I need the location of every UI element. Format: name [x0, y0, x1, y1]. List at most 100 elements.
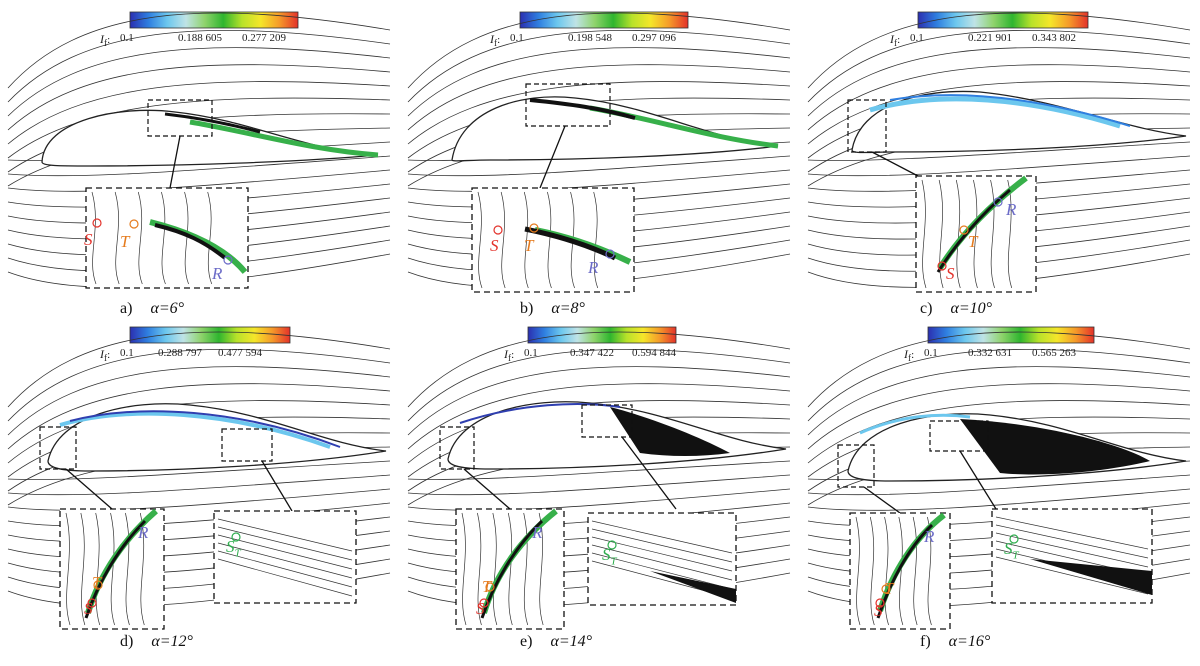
zoom-window [847, 99, 887, 153]
streamline [407, 47, 791, 117]
streamline [407, 29, 791, 103]
boundary-layer-band [459, 403, 621, 424]
zoom-inset [471, 187, 635, 293]
zoom-window [837, 444, 875, 488]
inset-streamlines [65, 512, 353, 626]
marker-st-point [1009, 534, 1019, 544]
streamline [7, 348, 391, 422]
colorbar-variable: If: [100, 32, 111, 49]
colorbar-tick-mid: 0.198 548 [568, 32, 612, 44]
zoom-connector [463, 468, 511, 510]
inset-streamline [217, 542, 353, 579]
streamline [7, 29, 391, 103]
marker-s: S [84, 230, 93, 249]
inset-streamline [995, 516, 1149, 550]
marker-s-point [493, 225, 503, 235]
inset-streamline [507, 512, 513, 626]
marker-r: R [212, 264, 223, 283]
inset-streamlines [921, 179, 1013, 289]
zoom-window-2 [581, 404, 633, 438]
panel-f-plot [807, 326, 1191, 630]
panel-d: If: 0.1 0.288 797 0.477 594 S T R ST d) α… [0, 326, 400, 666]
inset-streamline [591, 544, 733, 581]
inset-streamline [593, 191, 599, 289]
streamline [407, 12, 791, 89]
streamline [807, 47, 1191, 117]
streamline [807, 155, 1191, 177]
streamline [807, 141, 1191, 161]
inset-streamline [461, 512, 467, 626]
boundary-layer-band [59, 411, 331, 449]
streamline [407, 81, 791, 145]
colorbar-tick-max: 0.565 263 [1032, 347, 1076, 359]
streamline [807, 348, 1191, 422]
colorbar-tick-min: 0.1 [910, 32, 924, 44]
inset-streamline [990, 179, 995, 289]
marker-t: T [524, 236, 534, 255]
colorbar-tick-mid: 0.221 901 [968, 32, 1012, 44]
marker-s: S [476, 599, 485, 618]
boundary-layer-core [529, 98, 636, 120]
separation-region [610, 407, 730, 456]
streamline [407, 155, 791, 177]
marker-s-point [87, 598, 97, 608]
inset-layer-core [524, 226, 617, 261]
marker-r: R [138, 523, 149, 542]
marker-t-point [93, 580, 103, 590]
marker-st: ST [226, 537, 241, 560]
inset-streamline [898, 516, 904, 626]
streamline [7, 97, 391, 159]
inset-layer-core [154, 223, 227, 260]
inset-streamline [217, 526, 353, 561]
streamline [407, 460, 791, 480]
colorbar-tick-mid: 0.332 631 [968, 347, 1012, 359]
marker-r-point [223, 255, 233, 265]
marker-r-point [605, 249, 615, 259]
inset-streamline [591, 528, 733, 563]
streamline [807, 488, 1191, 511]
colorbar [129, 326, 291, 344]
marker-r: R [588, 258, 599, 277]
zoom-connector [65, 468, 113, 510]
zoom-connector-2 [261, 460, 293, 512]
separation-region [960, 419, 1150, 475]
colorbar-tick-mid: 0.347 422 [570, 347, 614, 359]
colorbar-variable: If: [904, 347, 915, 364]
colorbar-variable: If: [890, 32, 901, 49]
colorbar [927, 326, 1095, 344]
panel-b: If: 0.1 0.198 548 0.297 096 S T R b) α=8° [400, 0, 800, 333]
inset-streamline [95, 512, 101, 626]
marker-s: S [84, 599, 93, 618]
inset-streamline [547, 191, 552, 289]
inset-streamline [570, 191, 575, 289]
inset-streamline [91, 191, 97, 285]
streamline [7, 488, 391, 511]
inset-streamlines [477, 191, 599, 289]
marker-t-point [881, 584, 891, 594]
inset-streamline [477, 191, 483, 289]
boundary-layer-band [859, 413, 971, 435]
panel-e-plot [407, 326, 791, 630]
zoom-inset-2 [991, 508, 1153, 604]
inset-streamline [591, 520, 733, 554]
zoom-window [439, 426, 475, 470]
airfoil-outline [41, 109, 379, 167]
airfoil-outline [47, 403, 387, 472]
inset-wedge [1030, 559, 1152, 595]
zoom-connector [169, 135, 181, 189]
inset-streamline [492, 512, 498, 626]
streamline [807, 474, 1191, 496]
marker-t-point [959, 225, 969, 235]
inset-streamline [110, 512, 115, 626]
boundary-layer-core [164, 112, 261, 134]
marker-t: T [482, 577, 492, 596]
boundary-layer-band [869, 96, 1121, 129]
zoom-inset [85, 187, 249, 289]
inset-streamline [884, 516, 889, 626]
zoom-window-2 [221, 428, 273, 462]
streamline [7, 474, 391, 496]
panel-a-plot [7, 11, 391, 289]
streamline [407, 331, 791, 408]
marker-t-point [129, 219, 139, 229]
